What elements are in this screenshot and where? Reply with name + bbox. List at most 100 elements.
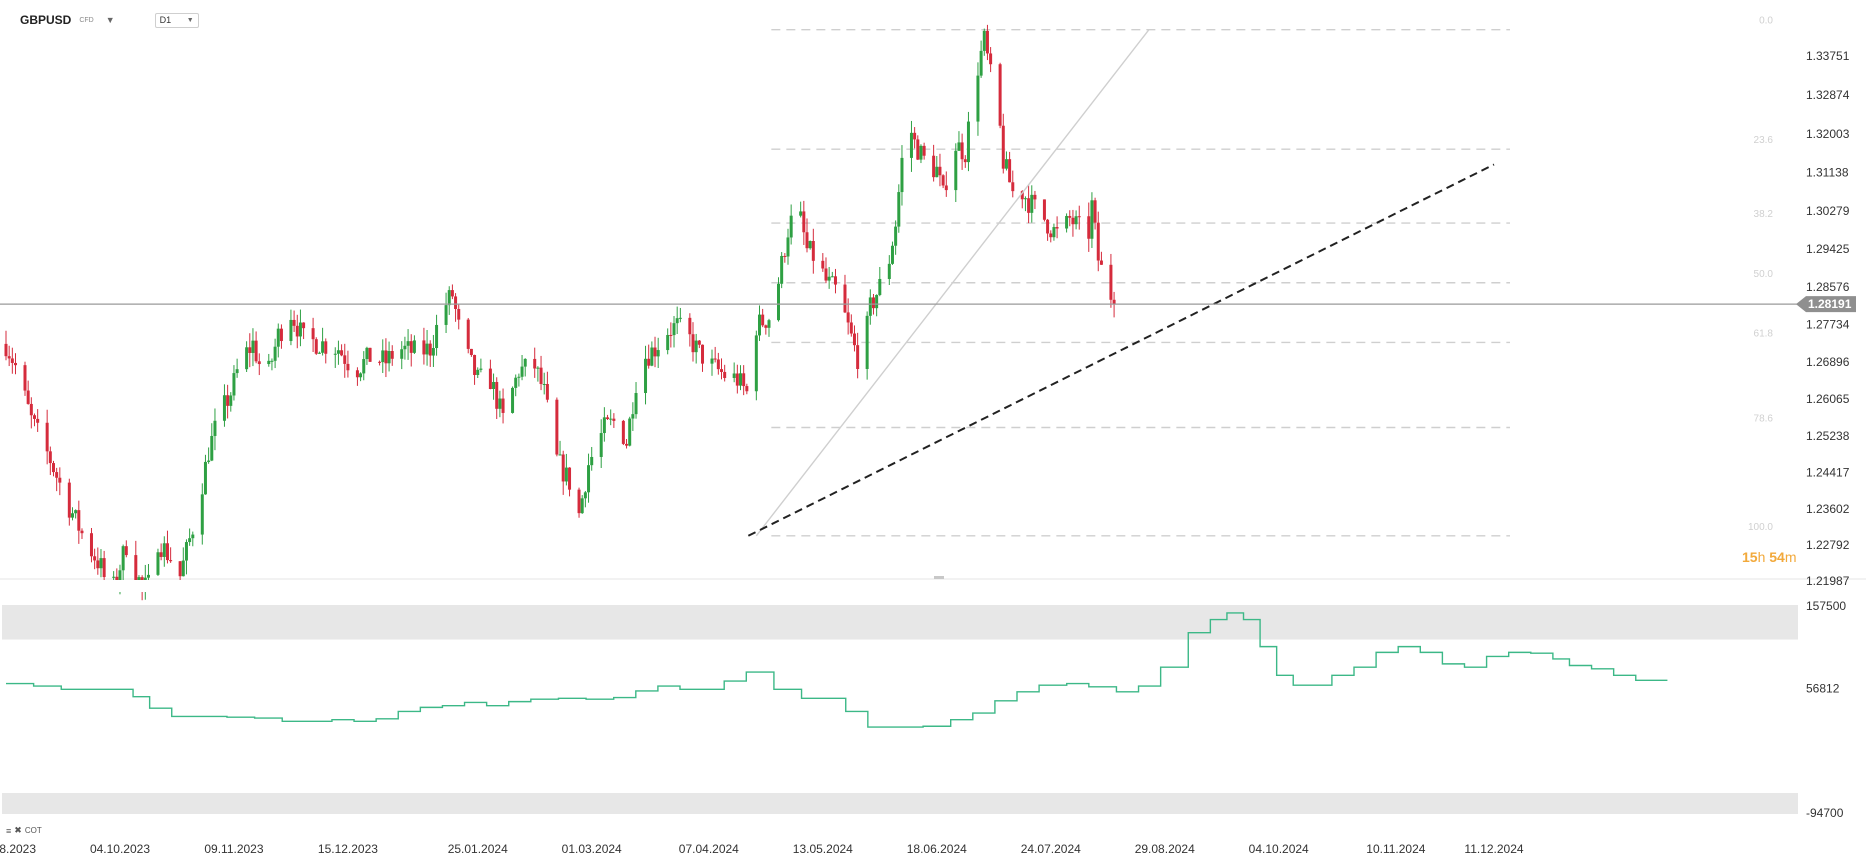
candle-body [1027, 198, 1031, 213]
candle-body [178, 561, 182, 577]
candle-body [324, 341, 328, 354]
candle-body [846, 312, 850, 323]
time-tick-label: 24.07.2024 [1021, 842, 1081, 856]
candle-body [222, 395, 226, 421]
price-tick-label: 1.27734 [1806, 318, 1850, 332]
channel-line [755, 29, 1150, 537]
candle-body [1030, 194, 1034, 213]
fib-level-label: 100.0 [1748, 522, 1773, 533]
price-tick-label: 1.32003 [1806, 127, 1850, 141]
candle-body [1023, 198, 1027, 200]
candle-body [1096, 222, 1100, 261]
candle-body [67, 482, 71, 518]
symbol-label[interactable]: GBPUSD [20, 13, 72, 27]
candle-body [583, 492, 587, 499]
candle-body [346, 363, 350, 371]
candle-body [887, 263, 891, 279]
candle-body [488, 368, 492, 390]
time-tick-label: 07.04.2024 [679, 842, 739, 856]
candle-body [428, 343, 432, 356]
candle-body [767, 320, 771, 328]
settings-icon[interactable]: ≡ [6, 825, 12, 836]
candle-body [966, 121, 970, 163]
timeframe-select[interactable]: D1 ▼ [154, 12, 199, 28]
candle-body [165, 543, 169, 561]
candle-countdown: 15h 54m [1742, 549, 1797, 565]
candle-body [830, 276, 834, 278]
timeframe-value: D1 [159, 15, 172, 25]
candle-body [102, 558, 106, 578]
symbol-dropdown-caret-icon[interactable]: ▼ [105, 15, 115, 25]
candle-body [650, 347, 654, 366]
candle-body [739, 373, 743, 386]
candle-body [1065, 215, 1069, 229]
candle-body [932, 155, 936, 178]
candle-body [498, 398, 502, 409]
candle-body [359, 373, 363, 378]
candle-body [865, 315, 869, 369]
candle-body [811, 241, 815, 261]
candle-body [232, 373, 236, 396]
close-icon[interactable]: ✖ [14, 825, 22, 835]
candle-body [381, 350, 385, 363]
candle-body [713, 358, 717, 360]
candle-body [355, 370, 359, 378]
candle-body [362, 359, 366, 374]
candle-body [985, 30, 989, 54]
candle-body [156, 552, 160, 575]
time-tick-label: 15.12.2023 [318, 842, 378, 856]
candle-body [590, 456, 594, 466]
candle-body [26, 390, 30, 404]
candle-body [564, 467, 568, 482]
candle-body [555, 399, 559, 455]
candle-body [868, 297, 872, 316]
candle-body [387, 351, 391, 364]
candle-body [454, 296, 458, 309]
candle-body [466, 319, 470, 349]
candle-body [425, 343, 429, 355]
countdown-hours: 15 [1742, 549, 1758, 565]
candle-body [606, 417, 610, 420]
time-tick-label: 29.08.2024 [1135, 842, 1195, 856]
candle-body [343, 355, 347, 364]
candle-body [311, 328, 315, 340]
candle-body [821, 260, 825, 269]
candle-body [444, 305, 448, 325]
candle-body [849, 322, 853, 334]
candle-body [697, 340, 701, 345]
candle-body [799, 211, 803, 216]
candle-body [1090, 200, 1094, 239]
candle-body [226, 395, 230, 406]
candle-body [833, 276, 837, 285]
candle-body [1068, 215, 1072, 218]
candle-body [890, 245, 894, 264]
candle-body [647, 358, 651, 366]
candle-body [517, 376, 521, 378]
candle-body [58, 477, 62, 483]
candle-body [900, 157, 904, 193]
candle-body [188, 538, 192, 543]
candle-body [1004, 159, 1008, 169]
candle-body [653, 347, 657, 357]
candle-body [656, 350, 660, 357]
candle-body [856, 345, 860, 369]
candle-body [384, 350, 388, 364]
fib-level-label: 50.0 [1754, 269, 1774, 280]
candle-body [1087, 216, 1091, 239]
fib-level-label: 23.6 [1754, 135, 1774, 146]
candle-body [989, 53, 993, 65]
candle-body [134, 555, 138, 582]
candle-body [1052, 227, 1056, 238]
countdown-minutes: 54 [1769, 549, 1785, 565]
time-tick-label: 01.03.2024 [562, 842, 622, 856]
symbol-type-label: CFD [79, 16, 94, 24]
candle-body [229, 395, 233, 406]
candle-body [400, 349, 404, 359]
countdown-m-unit: m [1784, 549, 1797, 565]
candle-body [1020, 191, 1024, 200]
trendline [747, 163, 1495, 537]
candle-body [935, 166, 939, 178]
candle-body [479, 368, 483, 370]
candle-body [871, 297, 875, 309]
